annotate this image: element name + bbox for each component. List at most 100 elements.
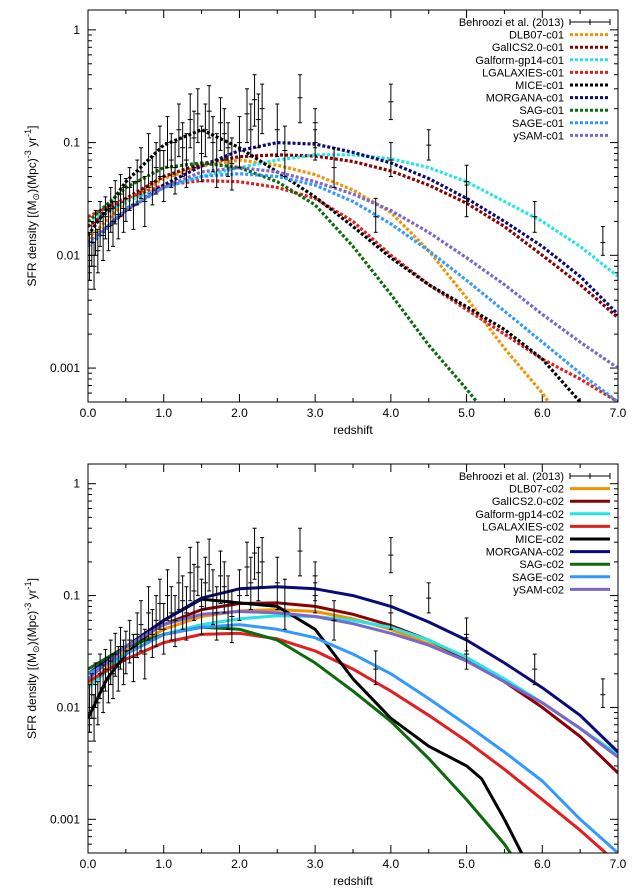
series-line-sag-c01 — [88, 161, 480, 402]
observation-point — [146, 586, 152, 641]
legend-label: GalICS2.0-c01 — [492, 42, 564, 54]
plot-frame — [87, 463, 619, 854]
observation-point — [108, 639, 114, 686]
legend-label: SAGE-c02 — [512, 572, 564, 584]
y-axis-label-part: ] — [25, 578, 39, 581]
y-tick-label: 1 — [73, 23, 80, 37]
observation-point — [121, 639, 127, 686]
observation-point — [218, 550, 223, 604]
y-tick-label: 0.1 — [63, 136, 80, 150]
observation-point — [426, 129, 432, 161]
observation-point — [127, 167, 133, 211]
observation-point — [312, 582, 318, 614]
observation-point — [161, 150, 167, 203]
legend-label: Behroozi et al. (2013) — [459, 17, 564, 29]
observation-point — [112, 180, 118, 225]
series-line-mice-c01 — [88, 128, 583, 402]
observation-point — [373, 650, 379, 686]
series-line-ysam-c02 — [88, 610, 618, 759]
observation-point — [464, 637, 470, 670]
x-tick-label: 7.0 — [610, 857, 627, 871]
observation-point — [112, 632, 118, 677]
observation-point — [172, 595, 178, 648]
y-axis-label-part: ] — [25, 126, 39, 129]
series-line-morgana-c02 — [88, 585, 618, 754]
observation-point — [110, 653, 116, 700]
series-line-morgana-c01 — [88, 141, 618, 316]
observation-point — [221, 561, 227, 614]
observation-point — [146, 133, 152, 188]
series-line-galics2.0-c01 — [88, 153, 618, 319]
x-tick-label: 5.0 — [458, 406, 475, 420]
x-tick-label: 6.0 — [534, 857, 551, 871]
observation-point — [331, 147, 337, 188]
series-line-sage-c01 — [88, 172, 618, 402]
series-line-galform-gp14-c01 — [88, 153, 618, 278]
observation-point — [157, 578, 163, 630]
y-tick-label: 0.01 — [57, 700, 81, 714]
observation-point — [183, 133, 189, 188]
series-line-lgalaxies-c01 — [88, 179, 618, 402]
observation-point — [161, 602, 167, 655]
legend-label: MORGANA-c01 — [486, 93, 564, 105]
observation-point — [149, 156, 155, 206]
observation-point — [218, 97, 223, 152]
observation-point — [199, 125, 205, 183]
y-axis-label-part: )(Mpc) — [25, 158, 39, 193]
observation-point — [89, 220, 95, 267]
observation-point — [229, 590, 235, 644]
observation-point — [102, 196, 108, 240]
x-tick-label: 0.0 — [80, 406, 97, 420]
observation-point — [118, 174, 124, 218]
legend-label: ySAM-c01 — [513, 130, 564, 142]
observation-point — [252, 74, 258, 127]
observation-point — [134, 159, 140, 206]
series-line-ysam-c01 — [88, 166, 618, 370]
observation-point — [199, 578, 205, 635]
y-axis-label-part: -1 — [23, 129, 33, 137]
observation-point — [187, 546, 193, 602]
observation-point — [248, 556, 254, 611]
observation-point — [176, 556, 182, 611]
y-axis-label-part: SFR density [(M — [25, 200, 39, 286]
y-tick-label: 0.01 — [57, 248, 81, 262]
observation-point — [100, 664, 106, 714]
legend-label: DLB07-c01 — [509, 30, 564, 42]
legend: Behroozi et al. (2013)DLB07-c01GalICS2.0… — [459, 17, 611, 142]
observation-point — [165, 569, 170, 621]
observation-point — [202, 556, 208, 611]
series-line-galics2.0-c02 — [88, 601, 618, 774]
legend: Behroozi et al. (2013)DLB07-c02GalICS2.0… — [459, 471, 611, 596]
observation-point — [168, 586, 174, 641]
observation-point — [95, 228, 101, 274]
observation-point — [187, 93, 193, 149]
legend-label: SAGE-c01 — [512, 118, 564, 130]
observation-point — [97, 201, 103, 247]
series-line-dlb07-c02 — [88, 608, 618, 756]
x-tick-label: 1.0 — [155, 406, 172, 420]
legend-label: LGALAXIES-c02 — [482, 521, 564, 533]
observation-point — [225, 575, 231, 630]
observation-point — [388, 83, 394, 121]
panel-1: 1 0.1 0.01 0.001 0.0 1.0 2.0 3.0 4.0 5.0 6.0 7.0 red… — [23, 9, 627, 437]
x-tick-label: 0.0 — [80, 857, 97, 871]
y-axis-label: SFR density [(M⊙)(Mpc)-3 yr-1] — [23, 578, 41, 739]
legend-label: Galform-gp14-c01 — [475, 55, 564, 67]
observation-point — [142, 628, 148, 680]
x-tick-label: 3.0 — [307, 857, 324, 871]
observation-point — [95, 681, 101, 726]
observation-point — [600, 226, 606, 256]
observation-point — [248, 103, 254, 158]
legend-label: LGALAXIES-c01 — [482, 67, 564, 79]
x-axis-label: redshift — [333, 874, 373, 888]
observation-point — [532, 653, 538, 686]
observation-point — [331, 600, 337, 641]
observation-point — [236, 569, 242, 621]
observation-point — [244, 541, 250, 597]
observation-point — [123, 178, 129, 222]
legend-label: DLB07-c02 — [509, 484, 564, 496]
observation-point — [259, 537, 265, 588]
y-tick-label: 0.001 — [50, 812, 80, 826]
